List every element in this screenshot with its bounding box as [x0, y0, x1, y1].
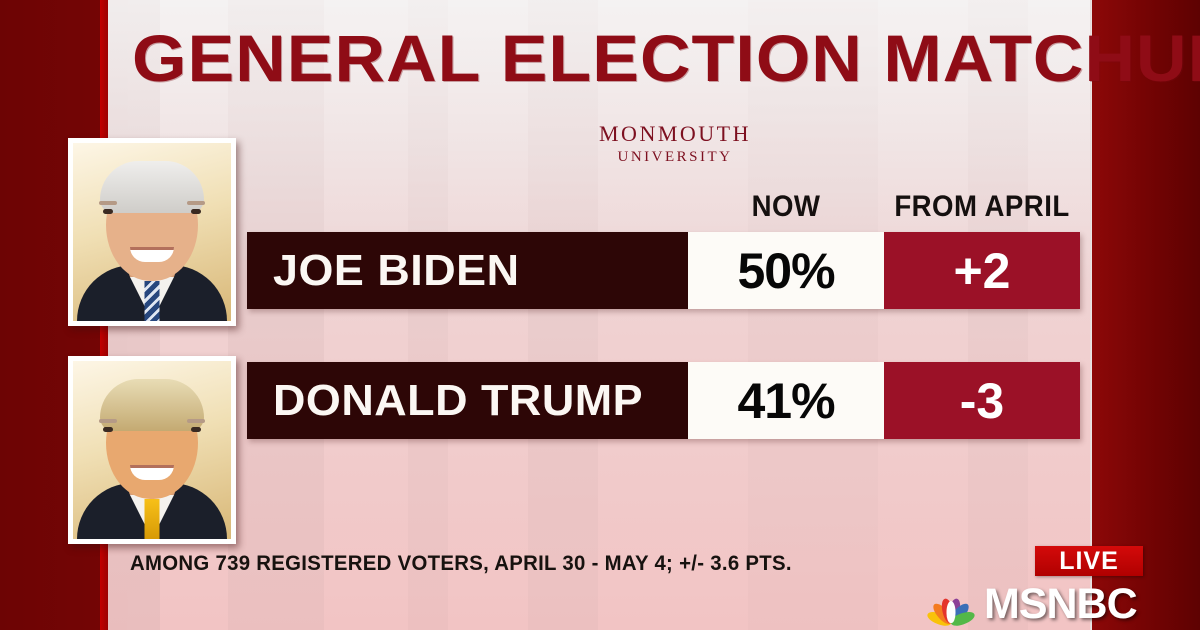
change-cell: +2 [884, 232, 1080, 309]
candidate-name: JOE BIDEN [273, 245, 520, 295]
candidate-photo-trump [68, 356, 236, 544]
right-accent-stripe [1088, 0, 1092, 630]
current-percent-value: 41% [737, 372, 835, 429]
trump-portrait-image [73, 361, 231, 539]
candidate-name-cell: DONALD TRUMP [247, 362, 688, 439]
live-badge: LIVE [1035, 546, 1143, 576]
change-value: -3 [959, 372, 1005, 429]
poll-methodology-note: AMONG 739 REGISTERED VOTERS, APRIL 30 - … [130, 552, 792, 575]
column-header-now: NOW [751, 190, 821, 223]
current-percent-value: 50% [737, 242, 835, 299]
candidate-name-cell: JOE BIDEN [247, 232, 688, 309]
biden-portrait-image [73, 143, 231, 321]
msnbc-wordmark: MSNBC [984, 580, 1138, 628]
change-cell: -3 [884, 362, 1080, 439]
table-row: JOE BIDEN 50% +2 [247, 232, 1080, 309]
candidate-name: DONALD TRUMP [273, 375, 644, 425]
current-percent-cell: 50% [688, 232, 884, 309]
page-title: GENERAL ELECTION MATCHUP [132, 21, 1200, 95]
current-percent-cell: 41% [688, 362, 884, 439]
nbc-peacock-icon [924, 582, 978, 629]
right-frame-band [1092, 0, 1200, 630]
change-value: +2 [953, 242, 1011, 299]
live-badge-label: LIVE [1059, 546, 1119, 575]
column-header-from-april: FROM APRIL [894, 190, 1070, 223]
logo-line-monmouth: MONMOUTH [599, 121, 751, 146]
candidate-photo-biden [68, 138, 236, 326]
network-logo: MSNBC [924, 580, 1138, 629]
monmouth-university-logo: MONMOUTH UNIVERSITY [560, 122, 790, 167]
logo-line-university: UNIVERSITY [617, 149, 733, 165]
table-row: DONALD TRUMP 41% -3 [247, 362, 1080, 439]
